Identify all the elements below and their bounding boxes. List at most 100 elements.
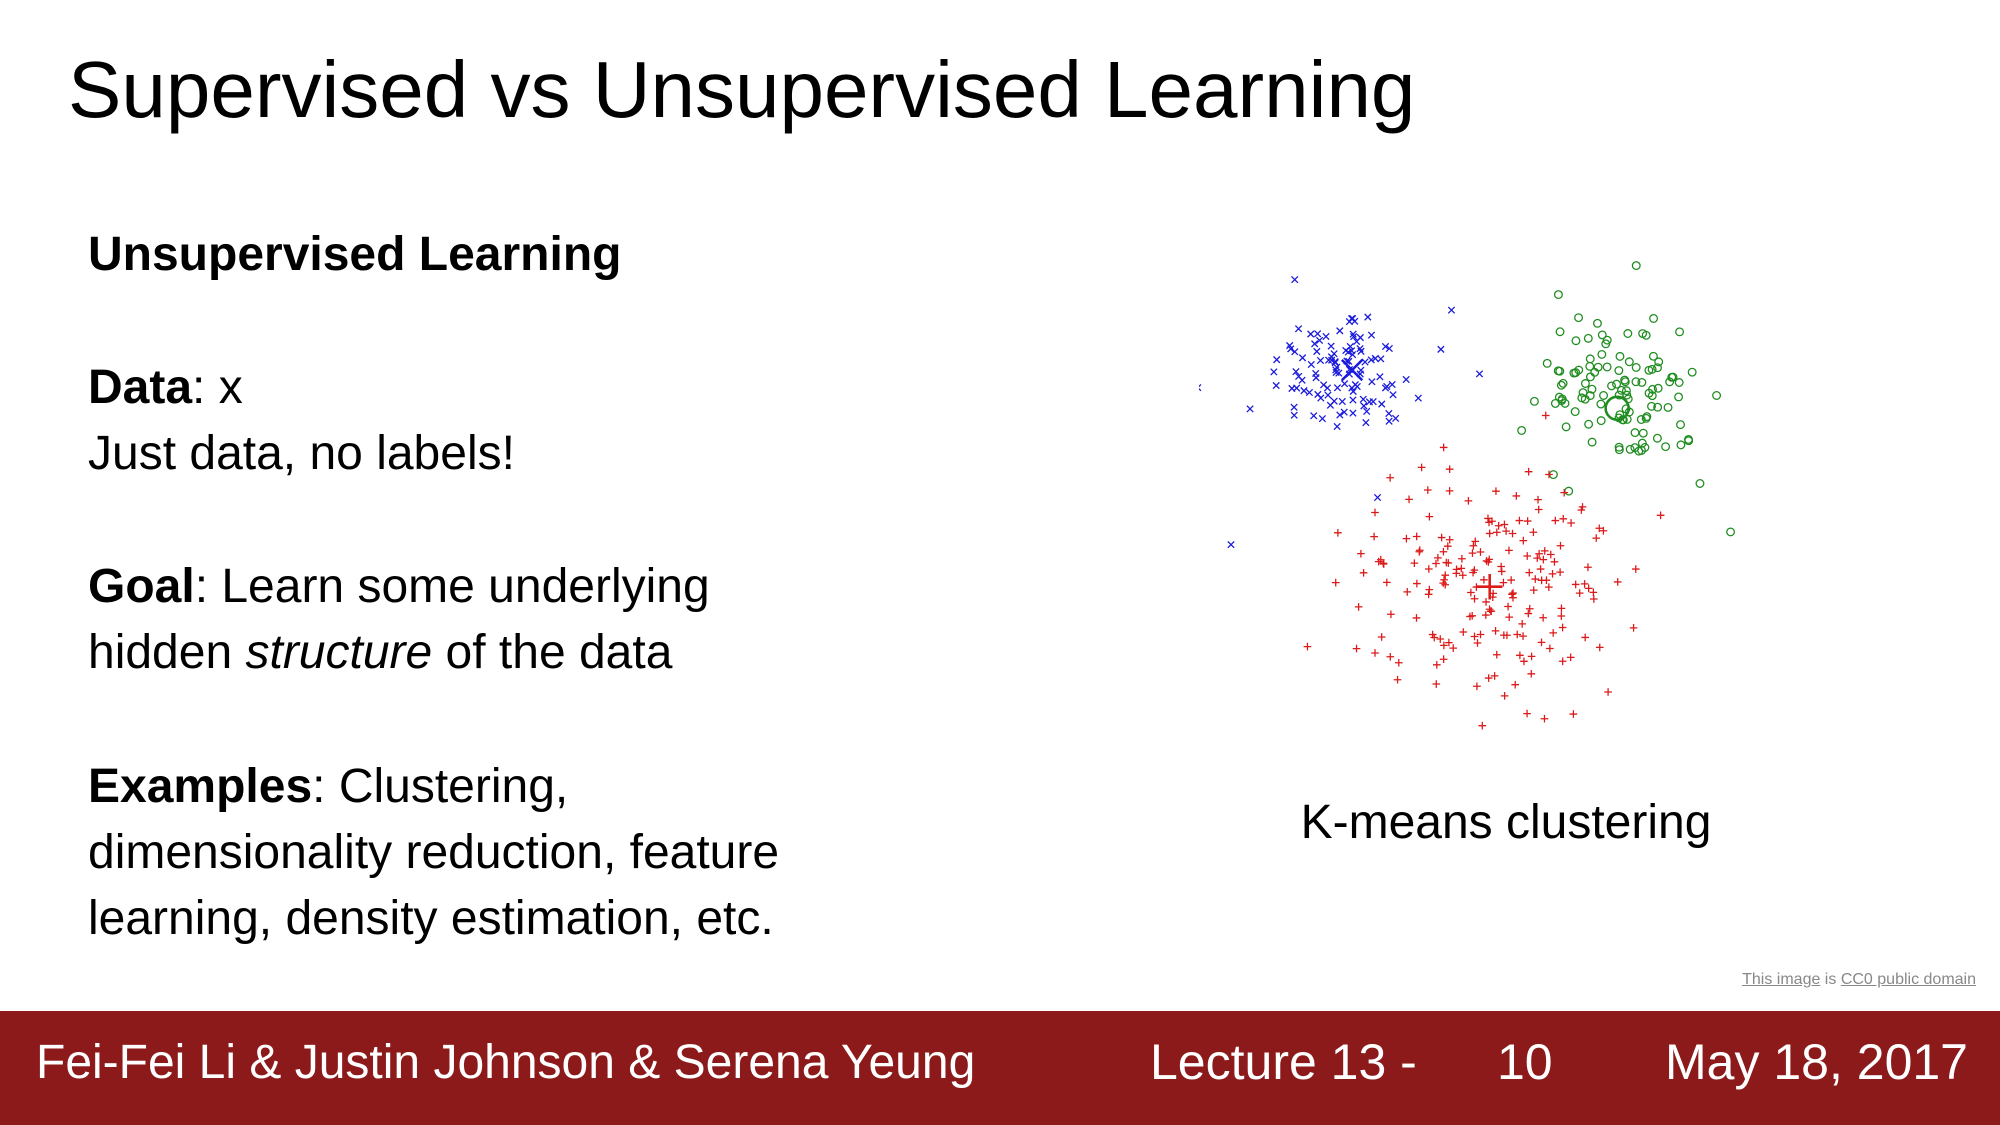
scatter-point [1330, 350, 1338, 358]
scatter-point [1548, 570, 1557, 578]
scatter-point [1507, 576, 1515, 584]
scatter-point [1373, 493, 1382, 502]
scatter-point [1647, 391, 1657, 401]
scatter-point [1447, 306, 1456, 314]
scatter-point [1612, 379, 1622, 389]
scatter-point [1537, 638, 1546, 647]
scatter-point [1676, 440, 1686, 450]
scatter-point [1298, 376, 1306, 384]
scatter-point [1415, 546, 1424, 555]
scatter-point [1597, 330, 1607, 340]
scatter-point [1557, 612, 1566, 620]
scatter-point [1648, 351, 1658, 361]
slide-title: Supervised vs Unsupervised Learning [68, 45, 1416, 134]
text-line: Data: x [88, 355, 243, 421]
text-line: hidden structure of the data [88, 620, 672, 686]
scatter-point [1577, 506, 1586, 514]
scatter-point [1663, 402, 1673, 412]
scatter-point [1556, 541, 1565, 550]
scatter-point [1631, 565, 1640, 573]
scatter-point [1584, 419, 1594, 429]
scatter-point [1533, 554, 1542, 562]
scatter-point [1504, 602, 1512, 611]
scatter-point [1493, 528, 1501, 537]
scatter-point [1590, 595, 1598, 603]
scatter-point [1360, 402, 1368, 410]
scatter-point [1569, 710, 1578, 718]
scatter-point [1676, 420, 1685, 430]
scatter-point [1445, 638, 1453, 647]
scatter-point [1614, 366, 1624, 376]
scatter-point [1595, 524, 1604, 533]
scatter-point [1476, 573, 1503, 600]
scatter-point [1445, 465, 1454, 474]
scatter-point [1359, 568, 1368, 577]
scatter-point [1468, 549, 1477, 557]
scatter-point [1333, 422, 1341, 431]
scatter-point [1294, 325, 1303, 333]
scatter-point [1403, 588, 1412, 596]
scatter-point [1535, 549, 1543, 558]
scatter-point [1371, 508, 1379, 517]
scatter-point [1604, 688, 1612, 696]
scatter-point [1712, 391, 1722, 400]
scatter-point [1327, 342, 1335, 350]
scatter-point [1367, 331, 1376, 339]
scatter-point [1555, 366, 1565, 376]
scatter-point [1367, 356, 1375, 364]
scatter-point [1557, 604, 1566, 613]
scatter-point [1620, 375, 1630, 385]
scatter-point [1654, 357, 1664, 367]
scatter-point [1467, 588, 1475, 597]
scatter-point [1539, 613, 1547, 622]
image-credit: This image is CC0 public domain [1742, 971, 1976, 989]
scatter-point [1580, 379, 1590, 388]
scatter-point [1546, 644, 1554, 653]
section-heading: Unsupervised Learning [88, 222, 621, 288]
scatter-point [1497, 562, 1505, 571]
scatter-point [1432, 559, 1440, 568]
scatter-point [1379, 560, 1388, 568]
scatter-point [1585, 372, 1595, 382]
text-line: dimensionality reduction, feature [88, 826, 780, 879]
scatter-point [1336, 411, 1344, 419]
scatter-point [1303, 642, 1312, 651]
scatter-point [1647, 364, 1657, 374]
scatter-point [1385, 344, 1393, 353]
scatter-point [1376, 373, 1384, 381]
scatter-point [1631, 261, 1641, 271]
scatter-point [1561, 422, 1571, 432]
scatter-point [1350, 332, 1358, 341]
figure-caption: K-means clustering [1300, 796, 1712, 849]
scatter-point [1424, 565, 1433, 573]
scatter-point [1571, 336, 1581, 346]
scatter-point [1537, 576, 1546, 585]
scatter-point [1383, 382, 1391, 391]
scatter-point [1481, 611, 1490, 619]
scatter-point [1487, 607, 1496, 615]
scatter-point [1377, 355, 1385, 363]
scatter-point [1356, 344, 1364, 353]
credit-link[interactable]: This image [1742, 971, 1821, 988]
scatter-point [1525, 604, 1534, 613]
scatter-point [1336, 327, 1344, 335]
scatter-point [1585, 354, 1595, 364]
scatter-point [1412, 614, 1421, 622]
scatter-point [1425, 585, 1434, 594]
scatter-point [1647, 401, 1656, 411]
scatter-point [1485, 529, 1494, 538]
scatter-point [1529, 528, 1538, 537]
scatter-point [1300, 387, 1308, 395]
scatter-point [1441, 580, 1450, 589]
scatter-point [1331, 578, 1340, 587]
scatter-point [1347, 314, 1356, 323]
scatter-point [1349, 409, 1357, 417]
scatter-point [1525, 568, 1534, 577]
scatter-point [1323, 384, 1332, 392]
credit-link[interactable]: CC0 public domain [1840, 971, 1976, 988]
scatter-point [1566, 653, 1575, 662]
scatter-point [1549, 629, 1558, 637]
scatter-point [1553, 290, 1563, 300]
kmeans-figure [1199, 261, 1736, 730]
scatter-point [1405, 495, 1413, 504]
